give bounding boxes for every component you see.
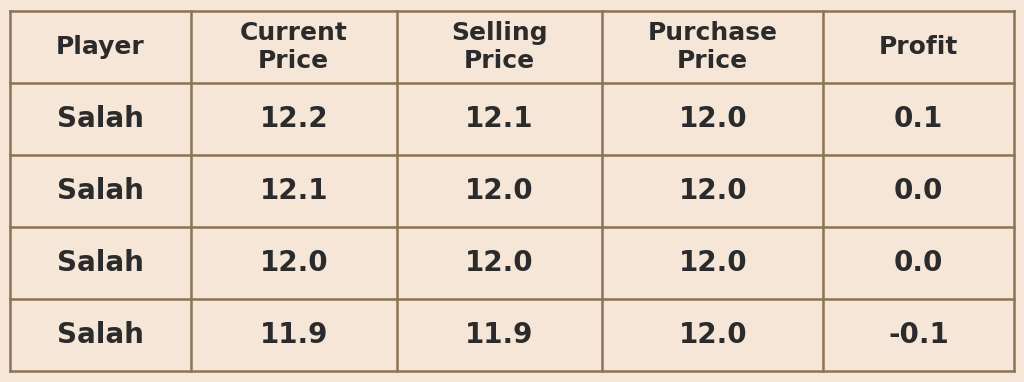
Text: 12.0: 12.0 xyxy=(465,177,534,205)
Text: Purchase
Price: Purchase Price xyxy=(648,21,777,73)
Text: Current
Price: Current Price xyxy=(240,21,348,73)
Text: Profit: Profit xyxy=(879,36,958,59)
Text: 12.0: 12.0 xyxy=(678,320,748,349)
Text: 0.0: 0.0 xyxy=(894,177,943,205)
Text: Player: Player xyxy=(56,36,145,59)
Text: Salah: Salah xyxy=(57,249,144,277)
Text: 12.0: 12.0 xyxy=(465,249,534,277)
Text: 12.0: 12.0 xyxy=(678,177,748,205)
Text: 12.1: 12.1 xyxy=(465,105,534,133)
Text: 12.1: 12.1 xyxy=(259,177,328,205)
Text: Salah: Salah xyxy=(57,105,144,133)
Text: 12.0: 12.0 xyxy=(678,249,748,277)
Text: 12.0: 12.0 xyxy=(678,105,748,133)
Text: 11.9: 11.9 xyxy=(259,320,328,349)
Text: Selling
Price: Selling Price xyxy=(452,21,548,73)
Text: 12.0: 12.0 xyxy=(259,249,328,277)
Text: Salah: Salah xyxy=(57,320,144,349)
Text: Salah: Salah xyxy=(57,177,144,205)
Text: 12.2: 12.2 xyxy=(259,105,328,133)
Text: 11.9: 11.9 xyxy=(465,320,534,349)
Text: -0.1: -0.1 xyxy=(888,320,949,349)
Text: 0.1: 0.1 xyxy=(894,105,943,133)
Text: 0.0: 0.0 xyxy=(894,249,943,277)
